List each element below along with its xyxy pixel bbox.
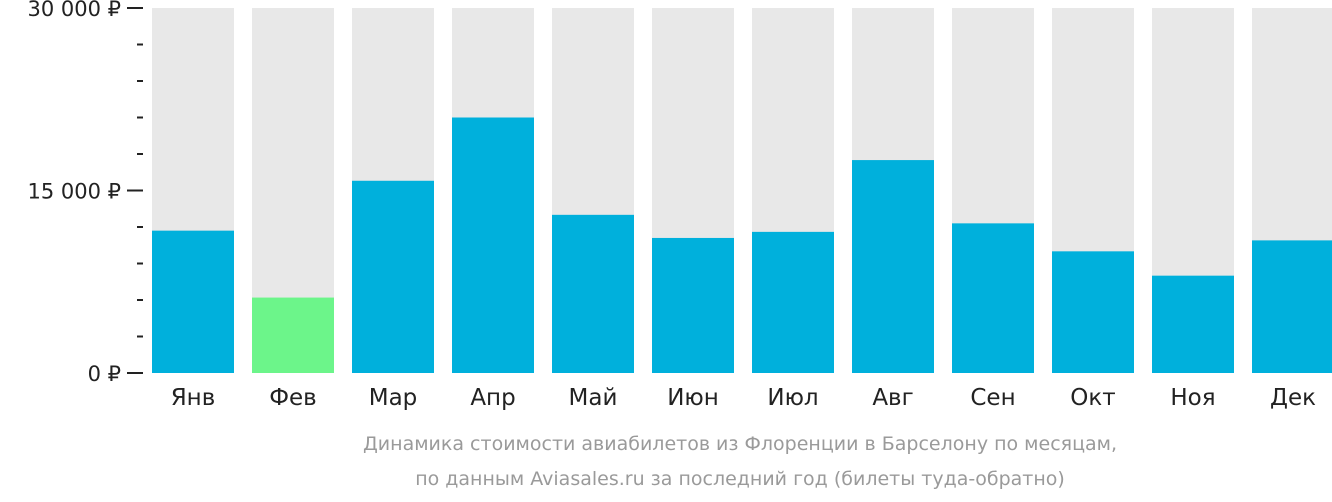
bar bbox=[952, 223, 1034, 373]
bar bbox=[1152, 275, 1234, 373]
x-tick-label: Авг bbox=[872, 385, 913, 411]
chart-caption-line-2: по данным Aviasales.ru за последний год … bbox=[415, 468, 1065, 490]
x-tick-label: Апр bbox=[470, 385, 515, 411]
y-tick-label: 15 000 ₽ bbox=[27, 180, 121, 204]
bar bbox=[552, 214, 634, 373]
x-tick-label: Июл bbox=[767, 385, 818, 411]
y-tick-label: 30 000 ₽ bbox=[27, 0, 121, 21]
x-tick-label: Сен bbox=[970, 385, 1015, 411]
bar bbox=[452, 117, 534, 373]
y-tick-label: 0 ₽ bbox=[88, 362, 121, 386]
bar bbox=[152, 230, 234, 373]
price-chart: Янв Фев Мар Апр Май Июн Июл Авг Сен Окт Ноя Дек 0 ₽ 1… bbox=[27, 0, 1332, 411]
x-tick-label: Май bbox=[569, 385, 618, 411]
x-tick-label: Окт bbox=[1070, 385, 1115, 411]
x-tick-label: Июн bbox=[667, 385, 719, 411]
chart-caption-line-1: Динамика стоимости авиабилетов из Флорен… bbox=[362, 433, 1118, 455]
x-tick-label: Фев bbox=[269, 385, 317, 411]
bar bbox=[852, 160, 934, 373]
bar bbox=[1252, 240, 1332, 373]
x-tick-label: Янв bbox=[171, 385, 216, 411]
bar bbox=[752, 231, 834, 373]
bar bbox=[252, 297, 334, 373]
bar bbox=[652, 237, 734, 373]
x-tick-label: Ноя bbox=[1170, 385, 1215, 411]
bar bbox=[352, 180, 434, 373]
bar bbox=[1052, 251, 1134, 373]
x-tick-label: Дек bbox=[1270, 385, 1316, 411]
x-tick-label: Мар bbox=[369, 385, 418, 411]
